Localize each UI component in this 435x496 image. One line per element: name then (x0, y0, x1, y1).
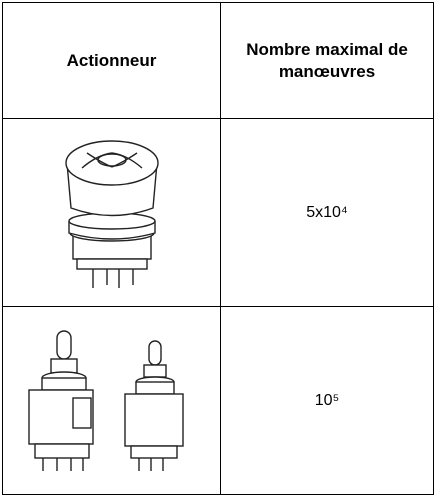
image-cell (2, 118, 221, 307)
row: 10⁵ (2, 306, 434, 495)
row: 5x10⁴ (2, 118, 434, 307)
value-cell: 10⁵ (220, 306, 434, 495)
header-cell: Nombre maximal de manœuvres (220, 2, 434, 119)
image-cell (2, 306, 221, 495)
header-cell: Actionneur (2, 2, 221, 119)
toggle-switches-drawing (27, 329, 184, 471)
header-row: Actionneur Nombre maximal de manœuvres (2, 2, 434, 119)
mushroom-button-drawing (64, 139, 159, 288)
value-cell: 5x10⁴ (220, 118, 434, 307)
